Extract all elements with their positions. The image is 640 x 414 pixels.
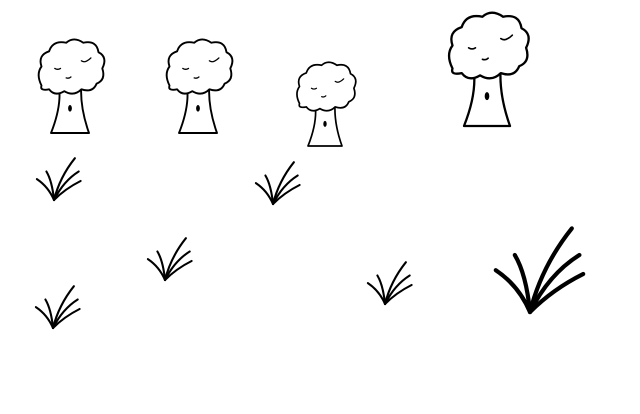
grass-5-icon xyxy=(366,261,413,306)
tree-1-icon xyxy=(37,38,106,134)
grass-2-icon xyxy=(254,161,301,206)
grass-4-icon xyxy=(34,285,81,330)
grass-1-icon xyxy=(35,157,82,202)
tree-4-icon xyxy=(447,11,530,128)
grass-6-icon xyxy=(496,228,583,312)
grass-3-icon xyxy=(146,237,193,282)
tree-3-icon xyxy=(296,61,357,147)
tree-2-icon xyxy=(165,38,234,134)
